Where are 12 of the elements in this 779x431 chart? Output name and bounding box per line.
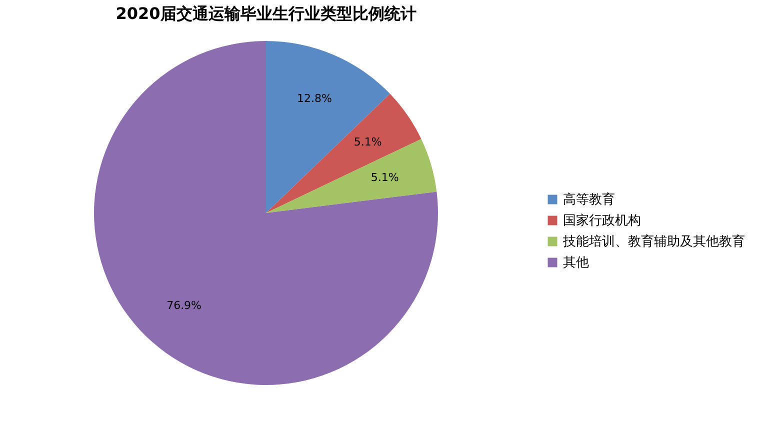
pie-slice xyxy=(266,138,437,213)
data-label: 5.1% xyxy=(370,171,399,184)
legend-label: 国家行政机构 xyxy=(563,212,641,228)
data-label: 5.1% xyxy=(354,136,382,149)
legend-label: 其他 xyxy=(563,256,589,270)
legend-label: 高等教育 xyxy=(563,192,615,208)
data-label: 76.9% xyxy=(166,298,202,312)
pie-slice xyxy=(94,41,438,385)
legend-label: 技能培训、教育辅助及其他教育 xyxy=(562,234,745,250)
data-label: 12.8% xyxy=(297,92,332,106)
chart-title: 2020届交通运输毕业生行业类型比例统计 xyxy=(116,4,416,23)
pie-slice xyxy=(266,94,422,213)
